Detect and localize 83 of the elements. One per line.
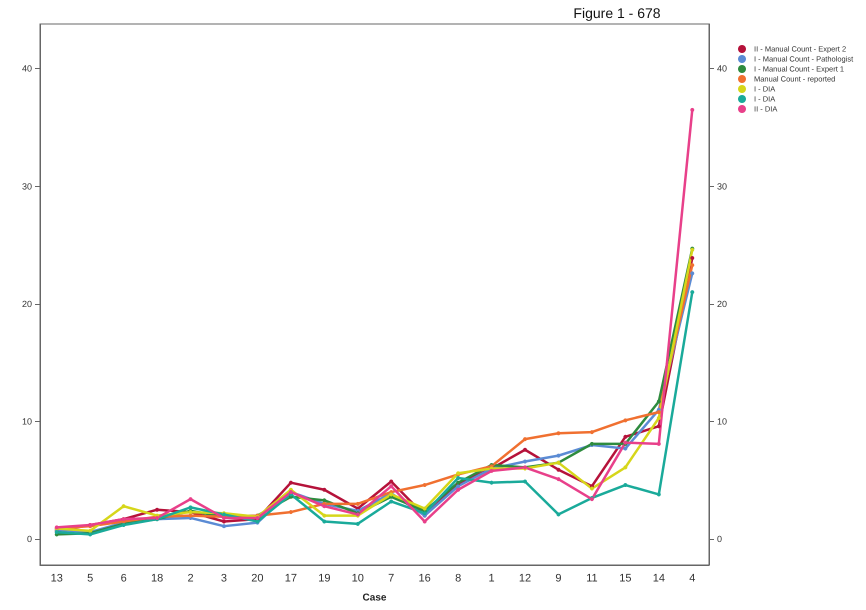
point	[623, 418, 628, 422]
y2-tick-label: 30	[717, 181, 728, 192]
point	[322, 488, 326, 492]
point	[389, 480, 394, 484]
x-tick-label: 14	[652, 572, 665, 584]
point	[556, 454, 560, 458]
point	[556, 431, 560, 436]
x-axis-title: Case	[362, 592, 387, 604]
point	[288, 480, 293, 485]
x-tick-label: 13	[50, 572, 63, 584]
point	[623, 483, 628, 488]
point	[322, 519, 326, 524]
point	[122, 504, 126, 508]
x-tick-label: 2	[187, 572, 194, 584]
point	[356, 502, 360, 506]
x-tick-label: 19	[318, 572, 330, 584]
y-tick-label: 20	[22, 298, 32, 309]
point	[690, 263, 694, 268]
point	[422, 511, 427, 516]
point	[456, 484, 460, 488]
y-tick-label: 40	[22, 64, 32, 74]
point	[456, 476, 460, 480]
point	[356, 522, 360, 526]
point	[556, 477, 560, 482]
y-tick-label: 0	[26, 534, 32, 544]
x-tick-label: 7	[388, 572, 394, 584]
point	[188, 505, 193, 510]
chart-title: Figure 1 - 678	[573, 5, 661, 21]
x-tick-label: 15	[619, 572, 632, 584]
x-tick-label: 20	[251, 572, 264, 584]
point	[523, 460, 528, 464]
point	[656, 442, 661, 446]
y2-tick-label: 40	[717, 64, 728, 74]
point	[656, 424, 661, 428]
x-tick-label: 12	[518, 572, 532, 584]
point	[456, 488, 460, 492]
point	[556, 468, 560, 472]
x-tick-label: 6	[120, 572, 127, 584]
x-tick-label: 11	[586, 572, 598, 584]
point	[590, 486, 594, 491]
point	[322, 514, 326, 518]
point	[656, 492, 661, 496]
point	[222, 524, 226, 528]
point	[656, 410, 661, 414]
point	[623, 434, 628, 439]
point	[656, 416, 661, 420]
point	[590, 430, 594, 434]
y2-tick-label: 10	[717, 416, 728, 427]
x-tick-label: 10	[352, 572, 364, 584]
x-tick-label: 1	[488, 572, 495, 584]
x-tick-label: 5	[87, 572, 94, 584]
point	[422, 483, 427, 488]
point	[288, 510, 293, 514]
point	[490, 480, 494, 485]
y2-tick-label: 20	[717, 298, 728, 309]
point	[322, 498, 326, 502]
point	[623, 446, 628, 451]
y-tick-label: 10	[22, 416, 32, 427]
point	[523, 480, 528, 484]
y2-tick-label: 0	[717, 534, 722, 544]
point	[188, 497, 193, 502]
x-tick-label: 16	[418, 572, 431, 584]
point	[389, 484, 394, 488]
point	[523, 448, 528, 452]
point	[656, 400, 661, 404]
x-tick-label: 17	[284, 572, 297, 584]
point	[556, 512, 560, 516]
point	[623, 465, 628, 470]
point	[155, 508, 160, 512]
x-tick-label: 3	[220, 572, 228, 584]
point	[222, 519, 226, 524]
y-tick-label: 30	[22, 181, 32, 192]
point	[389, 499, 394, 504]
point	[690, 290, 694, 294]
point	[690, 256, 694, 260]
point	[690, 108, 694, 112]
point	[322, 504, 326, 508]
point	[690, 271, 694, 276]
x-tick-label: 9	[555, 572, 562, 584]
x-tick-label: 18	[150, 572, 164, 584]
x-tick-label: 4	[689, 572, 696, 584]
x-tick-label: 8	[455, 572, 462, 584]
point	[523, 437, 528, 442]
